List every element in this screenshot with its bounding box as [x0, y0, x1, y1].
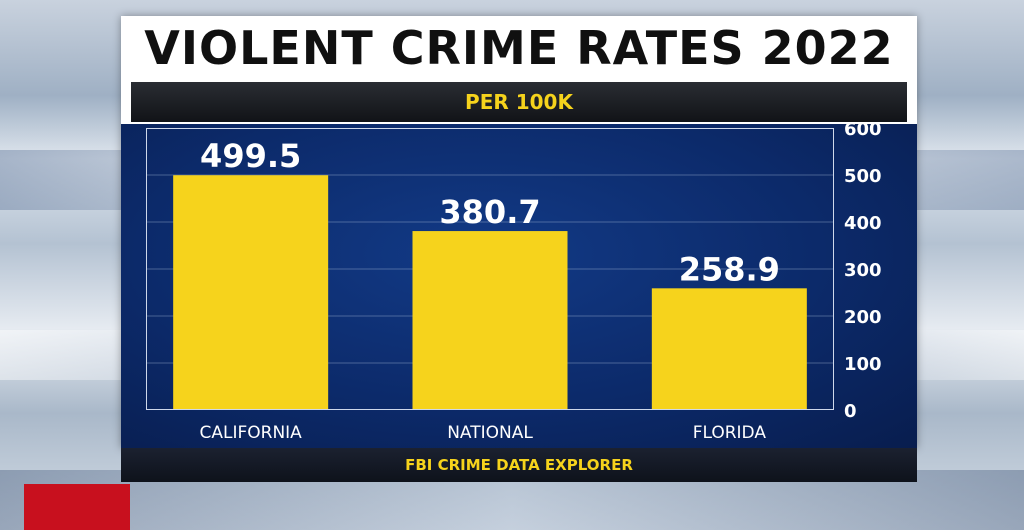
- bar: [173, 175, 329, 410]
- x-category-label: CALIFORNIA: [200, 423, 303, 443]
- y-tick-label: 500: [844, 166, 882, 187]
- bar-value-label: 258.9: [679, 250, 780, 288]
- plot-frame: [146, 128, 834, 410]
- bar-value-label: 380.7: [439, 193, 540, 231]
- x-category-label: NATIONAL: [447, 423, 533, 443]
- chart-area: 0 100 200 300 400 500 600 499.5 CALIFORNIA 380.7 N…: [121, 124, 917, 448]
- y-tick-label: 0: [844, 401, 857, 422]
- chart-panel: VIOLENT CRIME RATES 2022 PER 100K 0 100 20…: [121, 16, 917, 448]
- y-tick-label: 400: [844, 213, 882, 234]
- bar: [412, 231, 568, 410]
- broadcast-logo-block: [24, 484, 130, 530]
- y-tick-label: 200: [844, 307, 882, 328]
- source-caption: FBI CRIME DATA EXPLORER: [121, 448, 917, 482]
- chart-subtitle: PER 100K: [131, 82, 907, 122]
- chart-title: VIOLENT CRIME RATES 2022: [144, 21, 894, 75]
- y-tick-label: 600: [844, 124, 882, 140]
- x-category-label: FLORIDA: [693, 423, 767, 443]
- bar: [651, 288, 807, 410]
- bar-value-label: 499.5: [200, 137, 301, 175]
- y-tick-label: 300: [844, 260, 882, 281]
- bar-chart: 0 100 200 300 400 500 600 499.5 CALIFORNIA 380.7 N…: [146, 124, 882, 443]
- y-tick-label: 100: [844, 354, 882, 375]
